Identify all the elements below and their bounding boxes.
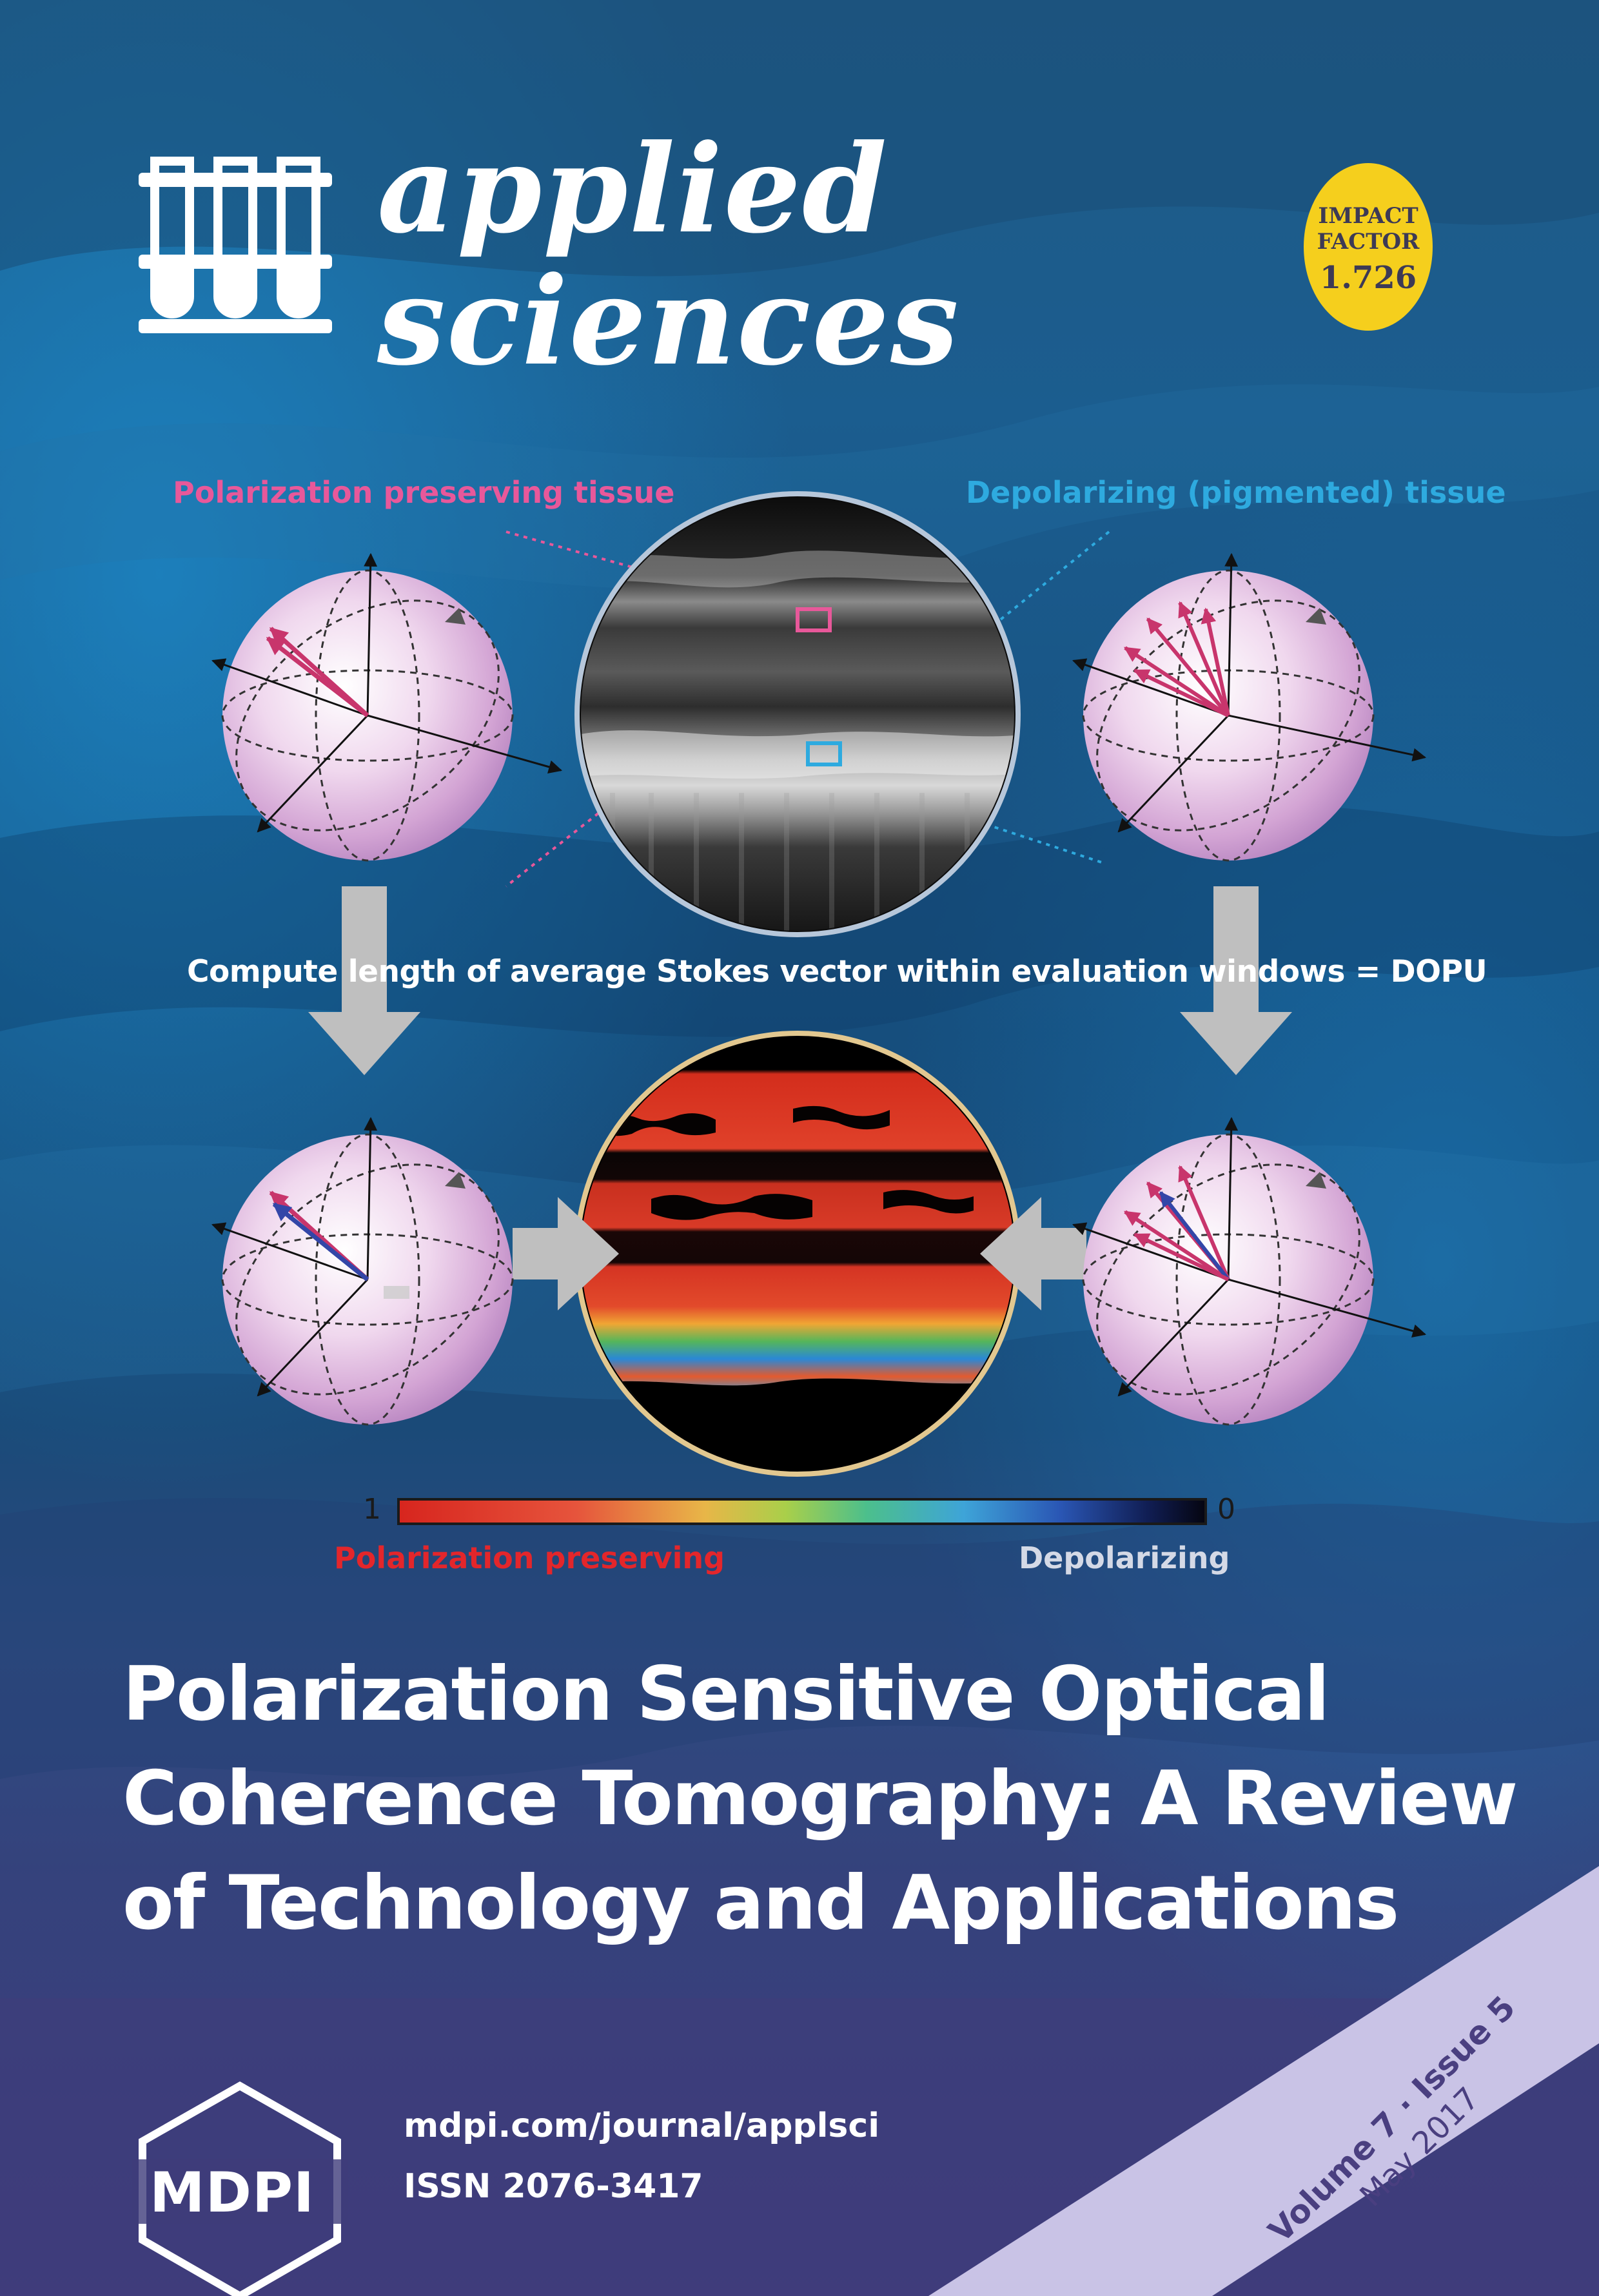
impact-label-line2: FACTOR	[1317, 229, 1420, 255]
article-title-line1: Polarization Sensitive Optical	[123, 1651, 1330, 1738]
poincare-sphere-top-right	[1072, 552, 1427, 862]
figure-caption: Compute length of average Stokes vector …	[187, 954, 1487, 989]
poincare-sphere-top-left	[211, 552, 563, 862]
article-title-line2: Coherence Tomography: A Review	[123, 1755, 1518, 1842]
test-tubes-icon	[139, 157, 332, 333]
oct-image	[574, 491, 1021, 937]
impact-label-line1: IMPACT	[1318, 203, 1418, 229]
dopu-image	[574, 1031, 1021, 1477]
label-depolarizing-tissue: Depolarizing (pigmented) tissue	[966, 475, 1506, 510]
scale-min-label: 0	[1217, 1493, 1235, 1526]
scale-right-label: Depolarizing	[1019, 1541, 1230, 1575]
issn: ISSN 2076-3417	[404, 2167, 703, 2206]
issue-ribbon	[928, 1866, 1599, 2296]
mdpi-logo-text: MDPI	[150, 2161, 315, 2225]
article-title-line3: of Technology and Applications	[123, 1860, 1399, 1947]
article-title: Polarization Sensitive Optical Coherence…	[123, 1642, 1541, 1956]
label-polarization-preserving-tissue: Polarization preserving tissue	[173, 475, 675, 510]
journal-url: mdpi.com/journal/applsci	[404, 2106, 880, 2145]
journal-name-line2: sciences	[377, 250, 960, 393]
poincare-sphere-bottom-right	[1072, 1116, 1427, 1426]
journal-name-line1: applied	[377, 118, 888, 260]
poincare-sphere-bottom-left	[211, 1116, 514, 1426]
impact-factor-badge: IMPACT FACTOR 1.726	[1304, 163, 1433, 331]
process-arrows	[308, 886, 1292, 1310]
impact-factor-value: 1.726	[1319, 260, 1417, 296]
dopu-color-scale	[397, 1498, 1207, 1525]
scale-max-label: 1	[363, 1493, 381, 1526]
mdpi-logo	[132, 2081, 348, 2296]
scale-left-label: Polarization preserving	[334, 1541, 725, 1575]
